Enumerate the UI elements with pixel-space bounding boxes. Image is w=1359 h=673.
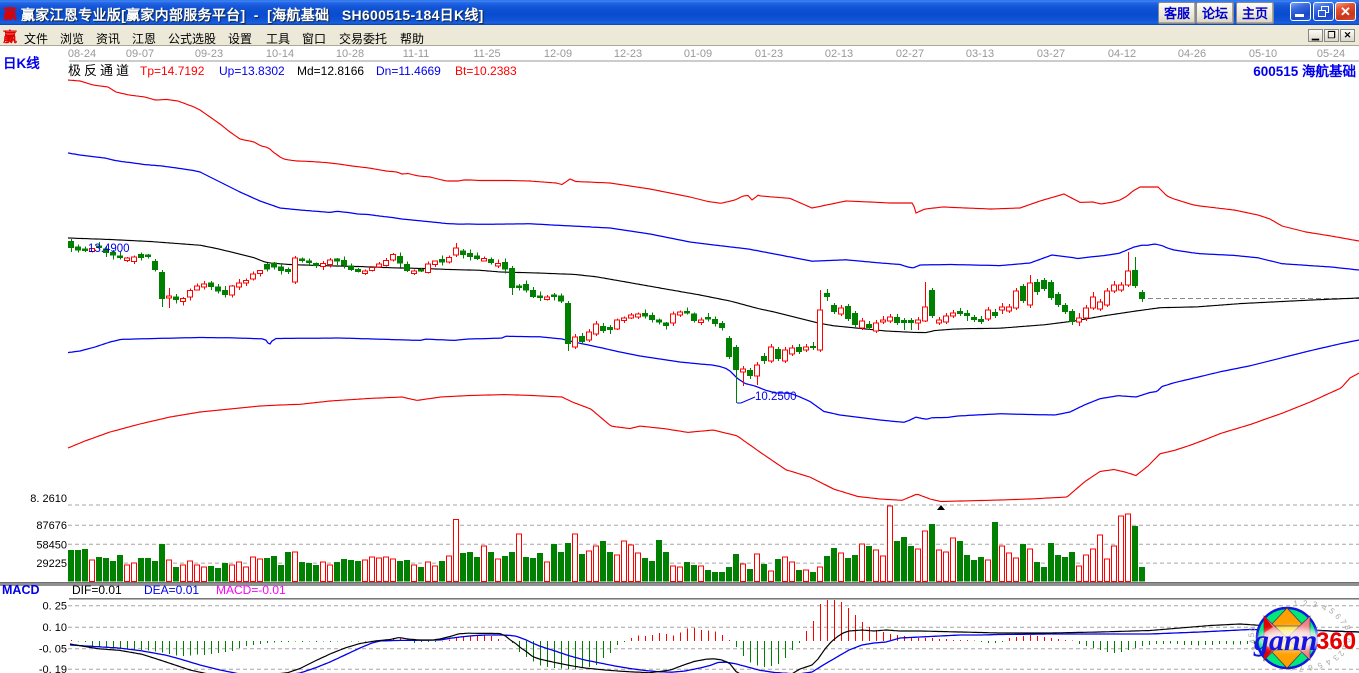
svg-text:12-23: 12-23 [614, 48, 642, 60]
svg-text:58450: 58450 [36, 539, 67, 551]
svg-text:10-28: 10-28 [336, 48, 364, 60]
svg-text:13.4900: 13.4900 [88, 243, 130, 255]
svg-text:8: 8 [1343, 624, 1353, 631]
svg-text:1: 1 [1293, 599, 1299, 608]
svg-text:Up=13.8302: Up=13.8302 [219, 64, 285, 78]
svg-text:03-27: 03-27 [1037, 48, 1065, 60]
svg-text:8. 2610: 8. 2610 [30, 493, 67, 505]
svg-text:7: 7 [1338, 618, 1348, 626]
svg-text:DEA=0.01: DEA=0.01 [144, 583, 199, 597]
svg-text:极反通道: 极反通道 [68, 63, 132, 78]
svg-text:12-09: 12-09 [544, 48, 572, 60]
svg-text:-0. 05: -0. 05 [39, 643, 67, 655]
svg-text:4: 4 [1248, 638, 1258, 644]
svg-text:日K线: 日K线 [3, 55, 40, 71]
svg-text:gann: gann [1253, 624, 1317, 657]
svg-text:03-13: 03-13 [966, 48, 994, 60]
svg-text:4: 4 [1324, 657, 1333, 667]
svg-text:2: 2 [1255, 650, 1265, 659]
svg-text:05-24: 05-24 [1317, 48, 1345, 60]
svg-text:Bt=10.2383: Bt=10.2383 [455, 64, 517, 78]
svg-text:Dn=11.4669: Dn=11.4669 [376, 64, 441, 78]
svg-text:3: 3 [1311, 600, 1319, 610]
svg-text:6: 6 [1333, 612, 1343, 621]
svg-text:0: 0 [1343, 638, 1353, 644]
svg-text:4: 4 [1320, 603, 1329, 613]
svg-text:9: 9 [1344, 631, 1353, 636]
svg-text:04-26: 04-26 [1178, 48, 1206, 60]
svg-text:87676: 87676 [36, 520, 67, 532]
svg-text:Md=12.8166: Md=12.8166 [297, 64, 364, 78]
svg-text:5: 5 [1327, 606, 1337, 616]
svg-text:0. 25: 0. 25 [43, 601, 67, 613]
svg-text:Tp=14.7192: Tp=14.7192 [140, 64, 205, 78]
svg-text:-0. 19: -0. 19 [39, 664, 67, 673]
svg-text:29225: 29225 [36, 558, 67, 570]
svg-text:2: 2 [1336, 649, 1346, 658]
svg-text:09-07: 09-07 [126, 48, 154, 60]
svg-text:02-27: 02-27 [896, 48, 924, 60]
svg-text:5: 5 [1247, 632, 1256, 637]
svg-text:10.2500: 10.2500 [755, 391, 797, 403]
svg-text:02-13: 02-13 [825, 48, 853, 60]
svg-text:09-23: 09-23 [195, 48, 223, 60]
svg-text:MACD: MACD [2, 583, 40, 597]
svg-text:360: 360 [1316, 628, 1356, 655]
svg-text:DIF=0.01: DIF=0.01 [72, 583, 122, 597]
svg-text:04-12: 04-12 [1108, 48, 1136, 60]
svg-text:MACD=-0.01: MACD=-0.01 [216, 583, 286, 597]
svg-text:6: 6 [1248, 626, 1258, 633]
svg-text:6: 6 [1307, 663, 1314, 673]
svg-text:01-09: 01-09 [684, 48, 712, 60]
svg-text:11-11: 11-11 [403, 48, 430, 60]
svg-text:0. 10: 0. 10 [43, 622, 67, 634]
svg-text:7: 7 [1298, 664, 1303, 673]
svg-text:5: 5 [1316, 660, 1324, 670]
svg-text:10-14: 10-14 [266, 48, 294, 60]
svg-text:05-10: 05-10 [1249, 48, 1277, 60]
svg-text:3: 3 [1249, 644, 1259, 652]
svg-text:600515 海航基础: 600515 海航基础 [1253, 63, 1356, 79]
svg-text:2: 2 [1303, 599, 1309, 608]
svg-text:01-23: 01-23 [755, 48, 783, 60]
svg-text:3: 3 [1331, 653, 1341, 663]
svg-text:1: 1 [1340, 643, 1350, 651]
svg-text:11-25: 11-25 [473, 48, 500, 60]
svg-text:08-24: 08-24 [68, 48, 96, 60]
